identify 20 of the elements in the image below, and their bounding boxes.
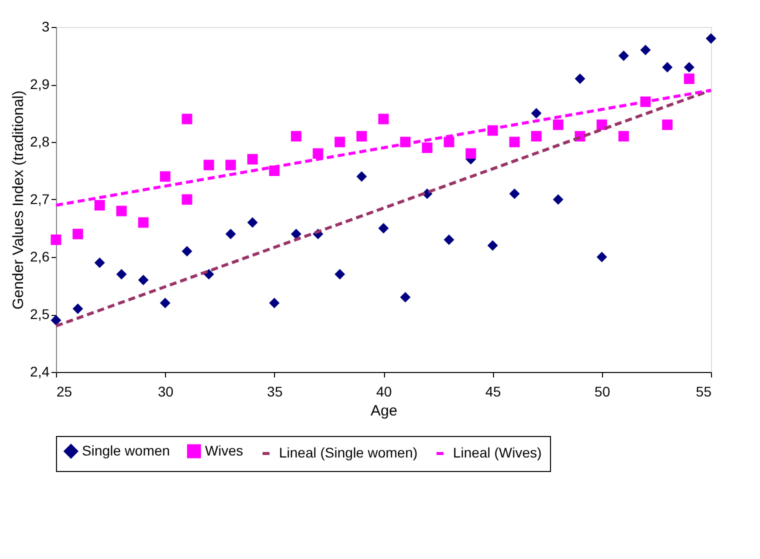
legend-label: Wives: [205, 442, 244, 458]
y-tick-label: 2,5: [30, 306, 50, 322]
y-tick-label: 2,6: [30, 248, 50, 264]
y-tick-label: 2,7: [30, 191, 50, 207]
y-axis-title: Gender Values Index (traditional): [10, 90, 28, 310]
y-tick-label: 2,9: [30, 76, 50, 92]
legend-label: Single women: [82, 442, 170, 458]
x-tick-label: 35: [267, 384, 283, 400]
x-tick-label: 55: [696, 384, 712, 400]
legend-label: Lineal (Wives): [453, 444, 542, 460]
x-tick-label: 40: [376, 384, 392, 400]
x-tick-label: 50: [594, 384, 610, 400]
y-tick-label: 2,8: [30, 134, 50, 150]
y-tick-label: 3: [42, 18, 50, 34]
x-axis-title: Age: [370, 402, 398, 420]
x-tick-label: 45: [485, 384, 502, 400]
y-tick-label: 2,4: [30, 364, 50, 380]
legend-label: Lineal (Single women): [279, 444, 418, 460]
x-tick-label: 25: [56, 384, 72, 400]
x-tick-label: 30: [158, 384, 174, 400]
